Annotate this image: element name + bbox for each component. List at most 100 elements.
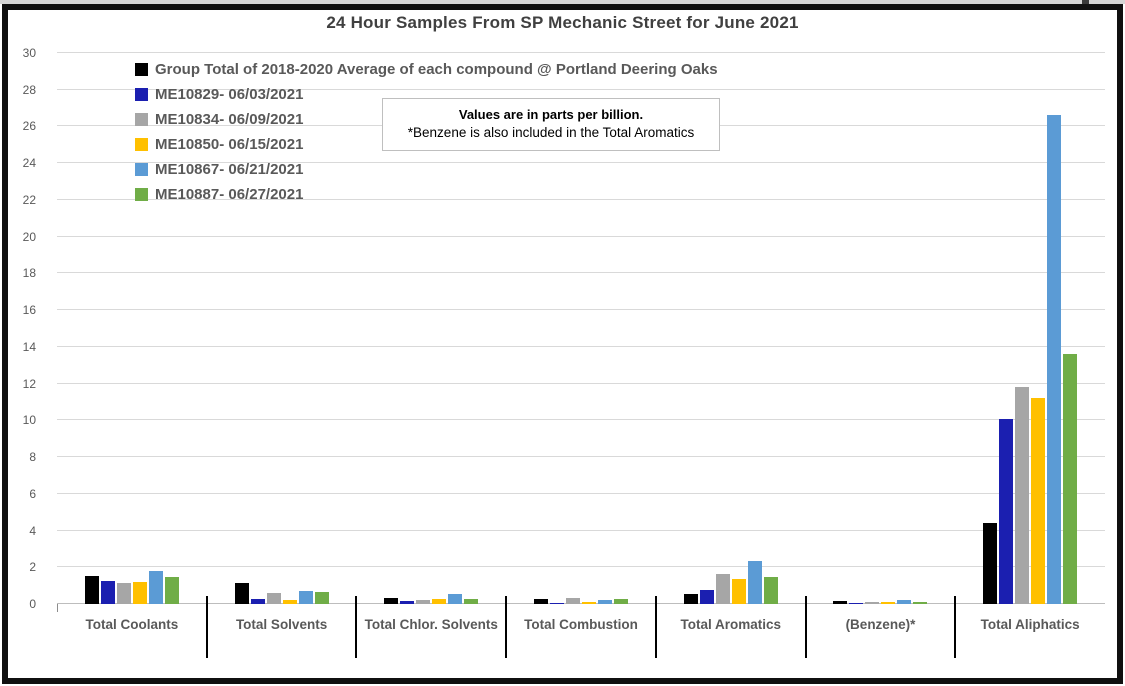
gridline-0 — [57, 603, 1105, 604]
y-tick-label-14: 14 — [22, 339, 36, 354]
x-category-cell-2: Total Solvents — [205, 596, 357, 660]
bar-series5--benzene- — [897, 599, 912, 604]
gridline-14 — [57, 345, 1105, 347]
gridline-24 — [57, 162, 1105, 164]
bar-group-1 — [57, 53, 207, 604]
x-category-cell-4: Total Combustion — [505, 596, 656, 660]
bar-series6-total-aromatics — [763, 577, 778, 604]
bar-group-7 — [955, 53, 1105, 604]
gridline-4 — [57, 529, 1105, 531]
bar-series6-total-solvents — [314, 592, 329, 604]
category-label: Total Solvents — [235, 617, 328, 632]
category-separator — [654, 596, 657, 658]
legend-swatch-icon — [135, 88, 148, 101]
bar-series6-total-combustion — [614, 598, 629, 604]
bar-series2-total-chlor-solvents — [400, 600, 415, 604]
x-axis: Total Coolants Total Solvents Total Chlor.… — [57, 596, 1105, 660]
bar-series1--benzene- — [833, 600, 848, 604]
bar-series6-total-chlor-solvents — [464, 598, 479, 604]
legend-item-3: ME10834- 06/09/2021 — [135, 111, 718, 128]
bar-series1-total-coolants — [84, 575, 99, 604]
legend-item-6: ME10887- 06/27/2021 — [135, 186, 718, 203]
category-separator — [954, 596, 957, 658]
gridline-16 — [57, 309, 1105, 311]
bar-series3-total-combustion — [566, 597, 581, 604]
gridline-28 — [57, 88, 1105, 90]
bar-series2-total-aromatics — [699, 589, 714, 604]
bar-series5-total-coolants — [148, 570, 163, 604]
legend-label: ME10867- 06/21/2021 — [155, 161, 304, 178]
bar-series1-total-combustion — [534, 599, 549, 604]
y-tick-label-22: 22 — [22, 192, 36, 207]
y-tick-label-16: 16 — [22, 303, 36, 318]
bar-series2-total-aliphatics — [999, 418, 1014, 604]
gridline-22 — [57, 198, 1105, 200]
legend-label: ME10829- 06/03/2021 — [155, 86, 304, 103]
bar-series4-total-chlor-solvents — [432, 598, 447, 604]
bar-series5-total-combustion — [598, 599, 613, 604]
bar-series4-total-aromatics — [731, 579, 746, 604]
x-category-cell-1: Total Coolants — [57, 604, 207, 660]
legend: Group Total of 2018-2020 Average of each… — [135, 61, 718, 203]
bar-series6-total-aliphatics — [1063, 354, 1078, 604]
legend-label: ME10850- 06/15/2021 — [155, 136, 304, 153]
bar-series4--benzene- — [881, 601, 896, 604]
y-tick-label-8: 8 — [29, 450, 36, 465]
gridline-20 — [57, 235, 1105, 237]
legend-swatch-icon — [135, 63, 148, 76]
bar-series3-total-chlor-solvents — [416, 600, 431, 604]
bar-series1-total-aliphatics — [983, 523, 998, 604]
y-tick-label-30: 30 — [22, 46, 36, 60]
chart-title: 24 Hour Samples From SP Mechanic Street … — [326, 13, 799, 32]
bar-series5-total-chlor-solvents — [448, 593, 463, 604]
annotation-line-2: *Benzene is also included in the Total A… — [407, 125, 695, 140]
category-label: Total Combustion — [524, 617, 638, 632]
bar-series4-total-combustion — [582, 602, 597, 604]
legend-item-1: Group Total of 2018-2020 Average of each… — [135, 61, 718, 78]
gridline-10 — [57, 419, 1105, 421]
bar-series1-total-solvents — [234, 582, 249, 604]
y-tick-label-28: 28 — [22, 82, 36, 97]
y-tick-label-18: 18 — [22, 266, 36, 281]
annotation-line-1: Values are in parts per billion. — [458, 107, 644, 122]
legend-label: Group Total of 2018-2020 Average of each… — [155, 61, 718, 78]
category-label: (Benzene)* — [845, 617, 916, 632]
bar-series2-total-coolants — [100, 581, 115, 604]
bar-series4-total-solvents — [282, 599, 297, 604]
legend-item-5: ME10867- 06/21/2021 — [135, 161, 718, 178]
y-tick-label-12: 12 — [22, 376, 36, 391]
gridline-2 — [57, 566, 1105, 568]
plot-area — [57, 52, 1105, 604]
bar-series3-total-coolants — [116, 582, 131, 604]
bar-series5-total-aromatics — [747, 560, 762, 604]
bar-series3-total-solvents — [266, 592, 281, 604]
x-category-cell-5: Total Aromatics — [654, 596, 806, 660]
spreadsheet-column-divider — [1082, 0, 1089, 4]
y-tick-label-2: 2 — [29, 560, 36, 575]
y-tick-label-20: 20 — [22, 229, 36, 244]
gridline-12 — [57, 382, 1105, 384]
y-tick-label-6: 6 — [29, 486, 36, 501]
bar-series4-total-aliphatics — [1031, 398, 1046, 604]
legend-item-2: ME10829- 06/03/2021 — [135, 86, 718, 103]
bar-series3--benzene- — [865, 601, 880, 604]
gridline-18 — [57, 272, 1105, 274]
legend-swatch-icon — [135, 138, 148, 151]
axis-origin-tick — [57, 604, 58, 612]
bar-group-4 — [506, 53, 656, 604]
bar-group-3 — [356, 53, 506, 604]
bar-series1-total-aromatics — [683, 593, 698, 604]
bar-series5-total-aliphatics — [1047, 115, 1062, 604]
category-label: Total Aromatics — [680, 617, 781, 632]
bar-group-6 — [806, 53, 956, 604]
bar-series2-total-combustion — [550, 602, 565, 604]
y-tick-label-26: 26 — [22, 119, 36, 134]
gridline-30 — [57, 52, 1105, 53]
y-axis: 0 2 4 6 8 10 12 14 16 18 20 22 24 26 28 30 — [0, 46, 46, 611]
x-category-cell-3: Total Chlor. Solvents — [355, 596, 506, 660]
bar-group-5 — [656, 53, 806, 604]
bar-series3-total-aromatics — [715, 573, 730, 604]
x-category-cell-7: Total Aliphatics — [954, 596, 1105, 660]
y-tick-label-0: 0 — [29, 597, 36, 611]
